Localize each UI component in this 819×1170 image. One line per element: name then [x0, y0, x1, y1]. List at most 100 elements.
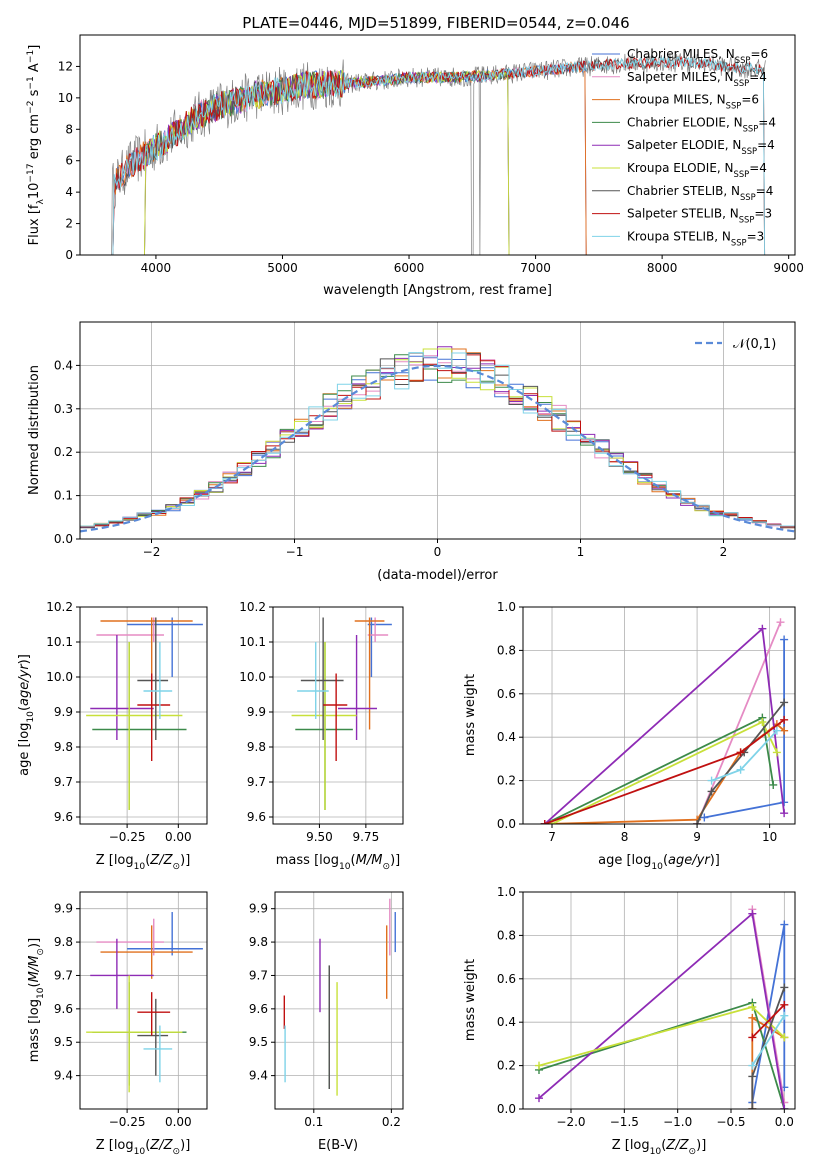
plot-area — [523, 607, 795, 824]
mass-weight-marker — [535, 1061, 543, 1070]
y-tick-label: 9.5 — [249, 1035, 268, 1049]
mass-weight-marker — [780, 715, 789, 724]
x-tick-label: 1 — [577, 545, 585, 559]
y-tick-label: 0 — [65, 248, 73, 262]
x-axis-label: (data-model)/error — [377, 568, 498, 583]
y-tick-label: 0.8 — [497, 643, 516, 657]
y-tick-label: 0.2 — [54, 445, 73, 459]
axes-age-vs-mass: 9.50 9.75 9.6 9.7 9.8 9.9 10.0 10.1 10.2 — [239, 600, 404, 844]
mass-weight-marker — [748, 1033, 757, 1042]
y-axis-label: mass weight — [463, 674, 478, 756]
mass-weight-marker — [736, 765, 745, 774]
y-tick-label: 0.0 — [497, 1102, 516, 1116]
y-tick-label: 9.5 — [54, 1035, 73, 1049]
mass-weight-marker — [772, 726, 781, 735]
y-tick-label: 2 — [65, 217, 73, 231]
y-tick-label: 10.2 — [239, 600, 266, 614]
y-tick-label: 9.9 — [54, 902, 73, 916]
plot-content — [80, 346, 795, 539]
y-tick-label: 0.2 — [497, 1059, 516, 1073]
legend-label: Salpeter MILES, NSSP=4 — [627, 70, 767, 88]
plot-area — [275, 892, 403, 1109]
y-axis-label: Normed distribution — [27, 365, 42, 495]
x-axis-label: Z [log10(Z/Z⊙)] — [96, 853, 191, 872]
x-axis-label: wavelength [Angstrom, rest frame] — [323, 283, 552, 298]
mass-weight-marker — [736, 748, 745, 757]
axes-age-vs-Z: −0.25 0.00 9.6 9.7 9.8 9.9 10.0 10.1 10.2 — [46, 600, 208, 844]
axes-frame — [274, 891, 404, 1110]
mass-weight-line — [751, 1015, 786, 1067]
axes-residuals: −2 −1 0 1 2 0.0 0.1 0.2 0.3 0.4 — [54, 321, 796, 559]
mass-weight-marker — [748, 909, 757, 918]
x-tick-label: 7000 — [520, 261, 551, 275]
y-tick-label: 9.4 — [54, 1069, 73, 1083]
mass-weight-marker — [758, 718, 767, 727]
mass-weight-marker — [748, 1061, 757, 1070]
y-tick-label: 0.4 — [497, 730, 516, 744]
y-tick-label: 1.0 — [497, 600, 516, 614]
y-tick-label: 0.3 — [54, 402, 73, 416]
mass-weight-marker — [748, 1105, 757, 1109]
axes-mass-vs-Z: −0.25 0.00 9.4 9.5 9.6 9.7 9.8 9.9 — [54, 891, 208, 1129]
y-tick-label: 0.6 — [497, 687, 516, 701]
x-tick-label: 9.75 — [352, 830, 379, 844]
y-tick-label: 9.8 — [249, 935, 268, 949]
x-tick-label: 4000 — [141, 261, 172, 275]
legend-label: Salpeter STELIB, NSSP=3 — [627, 207, 772, 225]
model-spectrum-line — [111, 56, 766, 255]
mass-weight-line — [751, 1004, 785, 1039]
axes-frame — [272, 606, 404, 825]
y-tick-label: 0.1 — [54, 489, 73, 503]
y-tick-label: 6 — [65, 154, 73, 168]
x-tick-label: −0.5 — [716, 1115, 745, 1129]
x-tick-label: −0.25 — [109, 1115, 146, 1129]
plots-layer: 4000 5000 6000 7000 8000 9000024681012wavelen… — [17, 34, 804, 1157]
x-axis-label: mass [log10(M/M⊙)] — [276, 853, 400, 872]
y-axis-label: age [log10(age/yr)] — [17, 654, 36, 776]
y-tick-label: 0.0 — [497, 817, 516, 831]
y-tick-label: 9.6 — [249, 1002, 268, 1016]
y-tick-label: 10.1 — [46, 635, 73, 649]
y-tick-label: 9.8 — [247, 740, 266, 754]
y-tick-label: 9.9 — [249, 902, 268, 916]
x-axis-label: Z [log10(Z/Z⊙)] — [612, 1138, 707, 1157]
x-tick-label: 0.2 — [382, 1115, 401, 1129]
axes-frame — [79, 891, 208, 1110]
mass-weight-marker — [780, 1105, 789, 1109]
y-axis-label: mass weight — [463, 959, 478, 1041]
y-tick-label: 0.8 — [497, 928, 516, 942]
y-tick-label: 10 — [58, 91, 73, 105]
y-axis-label: mass [log10(M/M⊙)] — [27, 938, 46, 1062]
y-tick-label: 12 — [58, 59, 73, 73]
y-tick-label: 0.4 — [54, 358, 73, 372]
mass-weight-marker — [780, 726, 789, 735]
axes-spectrum: 4000 5000 6000 7000 8000 9000 0 2 4 6 8 10 12 — [58, 34, 804, 275]
y-tick-label: 0.2 — [497, 774, 516, 788]
y-tick-label: 9.8 — [54, 935, 73, 949]
mass-weight-marker — [707, 776, 716, 785]
x-tick-label: −1.5 — [610, 1115, 639, 1129]
y-tick-label: 10.2 — [46, 600, 73, 614]
y-tick-label: 10.0 — [46, 670, 73, 684]
x-tick-label: 0.0 — [775, 1115, 794, 1129]
mass-weight-marker — [535, 1094, 543, 1103]
mass-weight-marker — [758, 624, 767, 633]
axes-mass-vs-ebv: 0.1 0.2 9.4 9.5 9.6 9.7 9.8 9.9 — [249, 891, 404, 1129]
x-tick-label: −2.0 — [556, 1115, 585, 1129]
x-tick-label: 9000 — [773, 261, 804, 275]
plot-content — [540, 618, 789, 824]
x-tick-label: 8000 — [647, 261, 678, 275]
x-tick-label: 0.1 — [304, 1115, 323, 1129]
y-tick-label: 9.6 — [247, 810, 266, 824]
plot-content — [291, 617, 392, 810]
mass-weight-marker — [693, 820, 702, 824]
plot-content — [86, 912, 203, 1093]
mass-weight-marker — [780, 798, 789, 807]
mass-weight-line — [696, 701, 785, 824]
mass-weight-marker — [780, 1033, 789, 1042]
y-tick-label: 10.1 — [239, 635, 266, 649]
y-tick-label: 8 — [65, 122, 73, 136]
x-tick-label: −2 — [143, 545, 161, 559]
mass-weight-marker — [540, 820, 549, 824]
figure-title: PLATE=0446, MJD=51899, FIBERID=0544, z=0… — [242, 14, 629, 32]
